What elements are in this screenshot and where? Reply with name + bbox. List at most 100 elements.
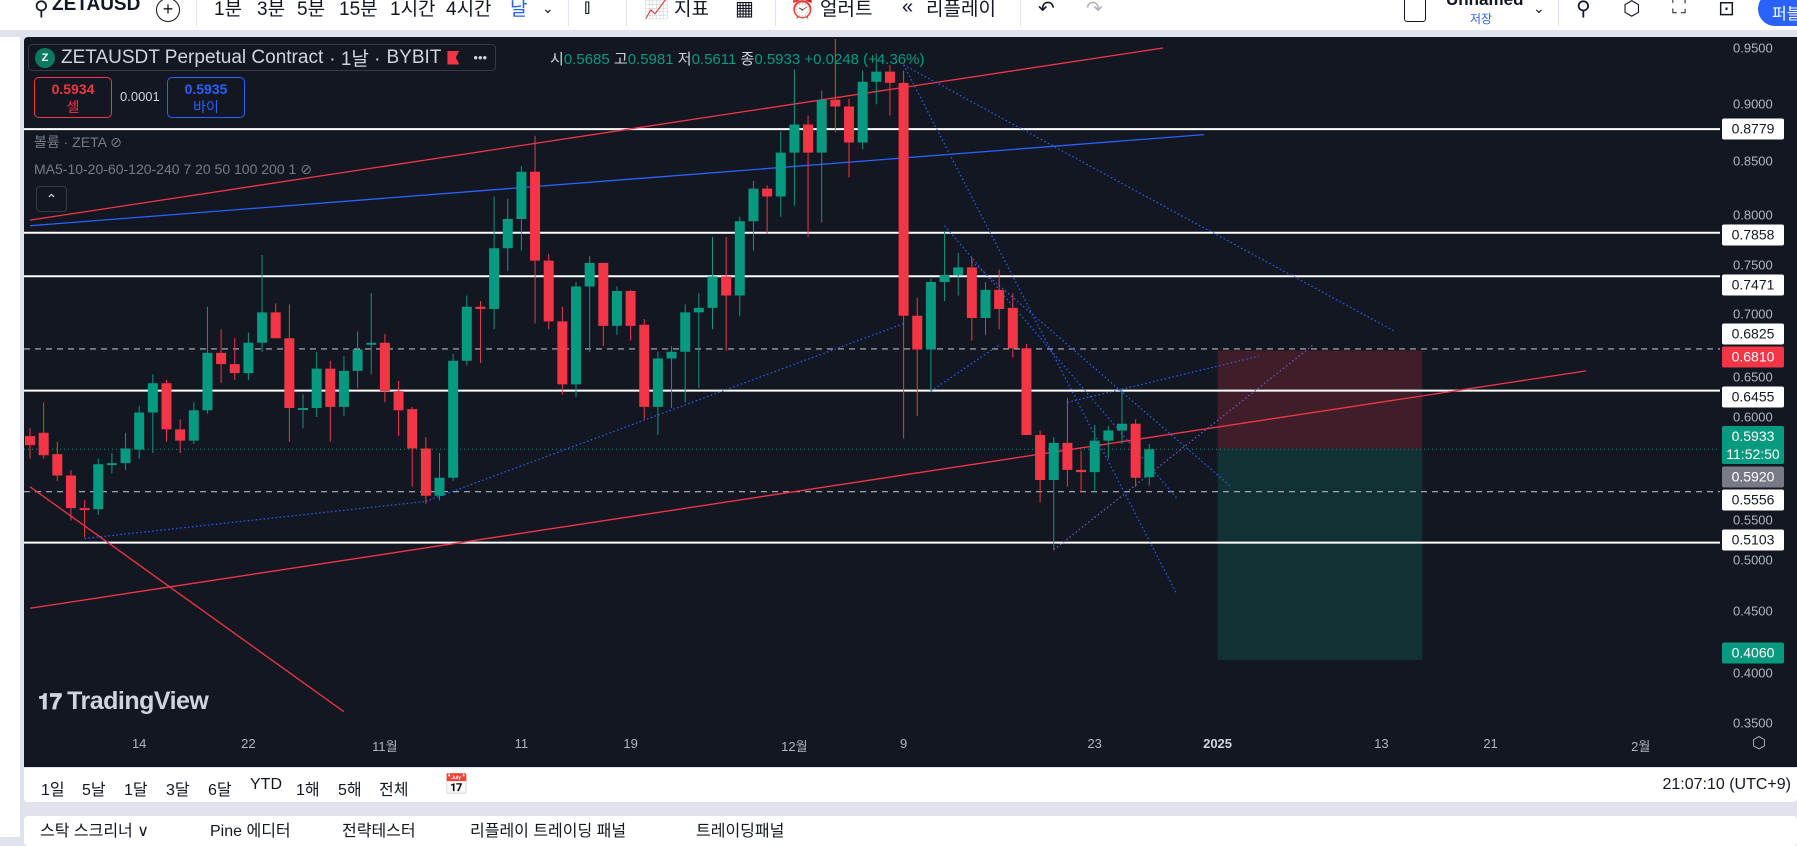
candle-body — [966, 267, 977, 318]
add-symbol-icon[interactable]: + — [156, 0, 180, 22]
candle — [311, 351, 322, 417]
candle-body — [489, 248, 500, 309]
candle-body — [502, 219, 513, 249]
candle-body — [803, 124, 814, 153]
time-tick-label: 22 — [241, 736, 256, 751]
trendline — [29, 486, 345, 713]
candle-body — [147, 383, 158, 413]
candle — [1130, 419, 1141, 487]
range-5d[interactable]: 5날 — [82, 782, 106, 799]
price-tick-label: 0.7000 — [1733, 306, 1773, 322]
symbol-legend[interactable]: Z ZETAUSDT Perpetual Contract · 1날 · BYB… — [28, 44, 497, 71]
range-1y[interactable]: 1해 — [296, 782, 320, 799]
interval-3m[interactable]: 3분 — [257, 0, 286, 20]
candle-body — [134, 412, 145, 450]
flag-icon[interactable] — [447, 50, 460, 65]
candle-body — [1035, 435, 1046, 480]
level-price-label[interactable]: 0.8779 — [1722, 118, 1784, 140]
tab-strategy-tester[interactable]: 전략테스터 — [342, 823, 416, 840]
symbol-title[interactable]: ZETAUSDT Perpetual Contract — [61, 46, 324, 68]
range-1d[interactable]: 1일 — [41, 782, 65, 799]
tradingview-watermark: 𝟏𝟕 TradingView — [38, 687, 209, 715]
volume-indicator[interactable]: 볼륨 · ZETA ⊘ — [34, 134, 122, 150]
range-ytd[interactable]: YTD — [250, 776, 282, 793]
level-price-label[interactable]: 0.7858 — [1722, 224, 1784, 246]
chart-plot-area[interactable] — [24, 37, 1720, 745]
indicators-button[interactable]: 지표 — [674, 0, 709, 20]
candle — [1048, 437, 1059, 550]
fullscreen-icon[interactable]: ⛶ — [1672, 0, 1686, 18]
settings-gear-icon[interactable]: ⬡ — [1623, 0, 1641, 20]
trendline — [903, 64, 1178, 594]
price-tick-label: 0.7500 — [1733, 257, 1773, 273]
candle — [830, 39, 841, 133]
level-price-label[interactable]: 0.6825 — [1722, 323, 1784, 345]
sell-button[interactable]: 0.5934 셀 — [34, 77, 112, 118]
collapse-legend-button[interactable]: ⌃ — [36, 186, 67, 212]
level-price-label[interactable]: 0.7471 — [1722, 274, 1784, 296]
layout-icon[interactable] — [1404, 0, 1426, 22]
level-price-label[interactable]: 0.6455 — [1722, 386, 1784, 408]
chevron-down-icon[interactable]: ⌄ — [1533, 0, 1545, 16]
tab-pine-editor[interactable]: Pine 에디터 — [210, 823, 291, 840]
interval-4h[interactable]: 4시간 — [446, 0, 492, 20]
buy-button[interactable]: 0.5935 바이 — [167, 77, 245, 118]
templates-grid-icon[interactable]: ▦ — [735, 0, 754, 20]
price-tick-label: 0.5000 — [1733, 552, 1773, 568]
candle-body — [38, 432, 49, 456]
range-6m[interactable]: 6달 — [208, 782, 232, 799]
save-button[interactable]: 저장 — [1470, 12, 1493, 26]
tab-stock-screener[interactable]: 스탁 스크리너 ∨ — [40, 823, 149, 840]
range-all[interactable]: 전체 — [379, 782, 409, 799]
undo-icon[interactable]: ↶ — [1038, 0, 1055, 20]
interval-1m[interactable]: 1분 — [214, 0, 243, 20]
price-chart[interactable] — [24, 37, 1720, 745]
indicators-icon[interactable]: 📈 — [644, 0, 669, 20]
alert-button[interactable]: 얼러트 — [820, 0, 873, 20]
replay-icon[interactable]: « — [902, 0, 914, 18]
time-tick-label: 2월 — [1631, 739, 1651, 754]
clock-time[interactable]: 21:07:10 (UTC+9) — [1662, 776, 1791, 793]
interval-5m[interactable]: 5분 — [297, 0, 326, 20]
goto-date-icon[interactable]: 📅 — [444, 774, 469, 796]
trendline — [84, 500, 426, 540]
screenshot-camera-icon[interactable]: ⊡ — [1718, 0, 1735, 20]
range-1m[interactable]: 1달 — [124, 782, 148, 799]
candle-body — [707, 276, 718, 308]
symbol-search[interactable]: ZETAUSD — [52, 0, 141, 15]
axis-settings-icon[interactable]: ⬡ — [1752, 735, 1766, 752]
interval-1h[interactable]: 1시간 — [390, 0, 436, 20]
ma-indicator[interactable]: MA5-10-20-60-120-240 7 20 50 100 200 1 ⊘ — [34, 161, 312, 177]
range-5y[interactable]: 5해 — [338, 782, 362, 799]
search-icon[interactable]: ⚲ — [34, 0, 49, 20]
time-tick-label: 12월 — [781, 739, 808, 754]
candle-body — [106, 463, 117, 466]
candle-body — [65, 475, 76, 509]
interval-1d[interactable]: 날 — [510, 0, 528, 20]
candle-body — [338, 370, 349, 407]
redo-icon[interactable]: ↷ — [1086, 0, 1103, 20]
range-3m[interactable]: 3달 — [166, 782, 190, 799]
level-price-label[interactable]: 0.5103 — [1722, 529, 1784, 551]
candle — [298, 394, 308, 429]
candle — [625, 289, 636, 341]
interval-15m[interactable]: 15분 — [339, 0, 378, 20]
publish-button[interactable]: 퍼블 — [1758, 0, 1797, 26]
chevron-down-icon[interactable]: ⌄ — [542, 0, 554, 16]
quick-search-icon[interactable]: ⚲ — [1576, 0, 1591, 20]
level-price-label[interactable]: 0.5556 — [1722, 489, 1784, 511]
tab-replay-trading-panel[interactable]: 리플레이 트레이딩 패널 — [470, 823, 627, 840]
candle — [79, 500, 90, 538]
candle — [762, 185, 773, 234]
candle-body — [734, 221, 745, 296]
replay-button[interactable]: 리플레이 — [926, 0, 996, 20]
candle — [912, 297, 923, 416]
candlestick-icon[interactable]: ⫾ — [584, 0, 591, 18]
layout-name[interactable]: Unnamed — [1446, 0, 1523, 9]
tab-trading-panel[interactable]: 트레이딩패널 — [696, 823, 785, 840]
more-options-icon[interactable]: ••• — [473, 50, 488, 65]
candle — [803, 115, 814, 237]
alert-clock-icon[interactable]: ⏰ — [790, 0, 815, 20]
candle-body — [1089, 440, 1100, 473]
candle — [147, 374, 158, 453]
